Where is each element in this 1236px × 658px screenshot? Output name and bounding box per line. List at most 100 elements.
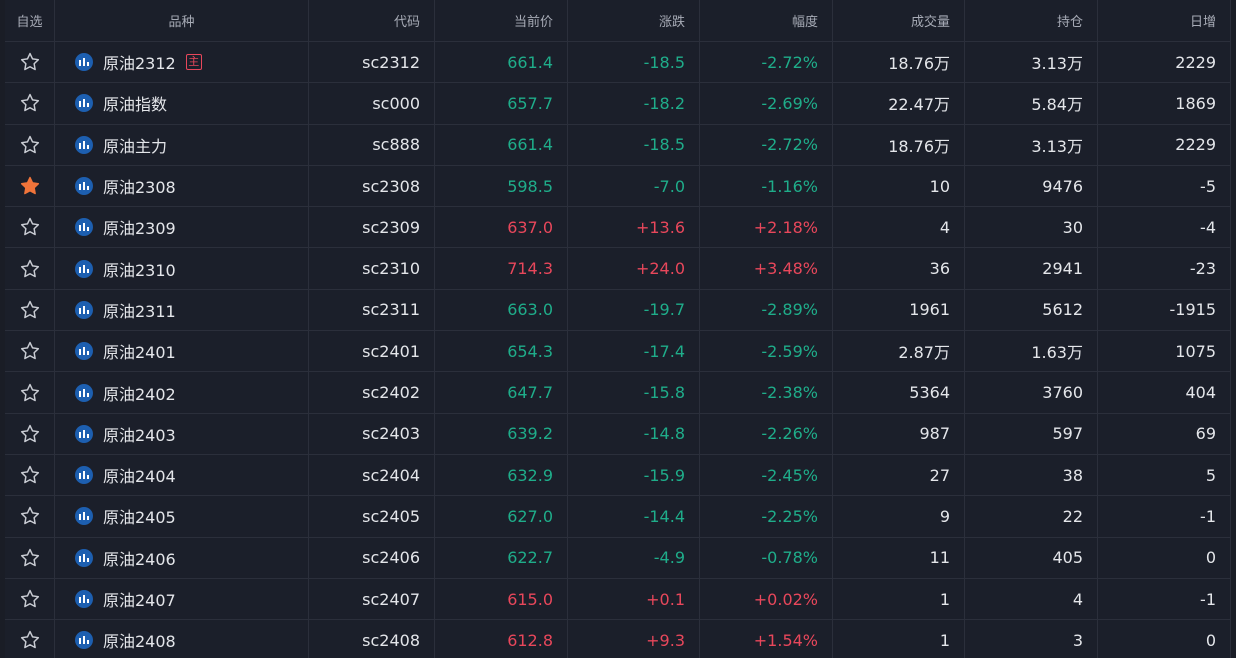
pct-cell: +2.18% bbox=[700, 207, 833, 248]
change-cell: -15.9 bbox=[568, 454, 700, 496]
table-row[interactable]: 原油指数 sc000 657.7 -18.2 -2.69% 22.47万 5.84万 1869 bbox=[5, 83, 1231, 125]
change-cell: +13.6 bbox=[568, 207, 700, 248]
oi-cell: 3760 bbox=[965, 372, 1098, 413]
table-row[interactable]: 原油2404 sc2404 632.9 -15.9 -2.45% 27 38 5 bbox=[5, 454, 1231, 497]
star-icon[interactable] bbox=[5, 496, 55, 537]
product-name: 原油2406 bbox=[103, 549, 176, 569]
star-icon[interactable] bbox=[5, 248, 55, 289]
table-row[interactable]: 原油2312 主 sc2312 661.4 -18.5 -2.72% 18.76万 3.13万… bbox=[5, 42, 1231, 84]
volume-cell: 987 bbox=[833, 413, 965, 454]
bar-chart-icon bbox=[75, 507, 93, 526]
star-icon[interactable] bbox=[5, 42, 55, 83]
product-name: 原油2310 bbox=[103, 260, 176, 280]
product-name: 原油2309 bbox=[103, 219, 176, 239]
quote-table: 自选 品种 代码 当前价 涨跌 幅度 成交量 持仓 日增 原油2312 主 sc23… bbox=[5, 0, 1231, 658]
star-icon[interactable] bbox=[5, 413, 55, 454]
name-cell[interactable]: 原油2404 bbox=[55, 454, 309, 496]
bar-chart-icon bbox=[75, 342, 93, 361]
pct-cell: -1.16% bbox=[700, 165, 833, 207]
change-cell: -17.4 bbox=[568, 331, 700, 372]
daily-cell: -1915 bbox=[1098, 289, 1231, 331]
col-header-daily[interactable]: 日增 bbox=[1098, 0, 1231, 41]
code-cell: sc2405 bbox=[309, 496, 435, 537]
daily-cell: 0 bbox=[1098, 537, 1231, 578]
star-icon[interactable] bbox=[5, 578, 55, 620]
name-cell[interactable]: 原油2403 bbox=[55, 413, 309, 454]
name-cell[interactable]: 原油2401 bbox=[55, 331, 309, 372]
col-header-oi[interactable]: 持仓 bbox=[965, 0, 1098, 41]
name-cell[interactable]: 原油2309 bbox=[55, 207, 309, 248]
code-cell: sc2402 bbox=[309, 372, 435, 413]
code-cell: sc2401 bbox=[309, 331, 435, 372]
table-row[interactable]: 原油2402 sc2402 647.7 -15.8 -2.38% 5364 3760 404 bbox=[5, 372, 1231, 414]
name-cell[interactable]: 原油指数 bbox=[55, 83, 309, 124]
col-header-name[interactable]: 品种 bbox=[55, 0, 309, 41]
change-cell: -18.2 bbox=[568, 83, 700, 124]
col-header-pct[interactable]: 幅度 bbox=[700, 0, 833, 41]
daily-cell: -23 bbox=[1098, 248, 1231, 289]
table-row[interactable]: 原油2407 sc2407 615.0 +0.1 +0.02% 1 4 -1 bbox=[5, 578, 1231, 621]
name-cell[interactable]: 原油主力 bbox=[55, 124, 309, 165]
col-header-price[interactable]: 当前价 bbox=[435, 0, 568, 41]
table-row[interactable]: 原油2310 sc2310 714.3 +24.0 +3.48% 36 2941 -23 bbox=[5, 248, 1231, 290]
change-cell: -7.0 bbox=[568, 165, 700, 207]
oi-cell: 3 bbox=[965, 620, 1098, 658]
name-cell[interactable]: 原油2308 bbox=[55, 165, 309, 207]
table-row[interactable]: 原油2403 sc2403 639.2 -14.8 -2.26% 987 597 69 bbox=[5, 413, 1231, 455]
volume-cell: 5364 bbox=[833, 372, 965, 413]
bar-chart-icon bbox=[75, 94, 93, 113]
star-icon[interactable] bbox=[5, 207, 55, 248]
table-row[interactable]: 原油2401 sc2401 654.3 -17.4 -2.59% 2.87万 1.63万 10… bbox=[5, 331, 1231, 373]
table-row[interactable]: 原油2311 sc2311 663.0 -19.7 -2.89% 1961 5612 -191… bbox=[5, 289, 1231, 332]
star-icon[interactable] bbox=[5, 454, 55, 496]
table-row[interactable]: 原油2408 sc2408 612.8 +9.3 +1.54% 1 3 0 bbox=[5, 620, 1231, 658]
product-name: 原油2311 bbox=[103, 301, 176, 321]
bar-chart-icon bbox=[75, 383, 93, 402]
price-cell: 647.7 bbox=[435, 372, 568, 413]
star-icon[interactable] bbox=[5, 83, 55, 124]
col-header-volume[interactable]: 成交量 bbox=[833, 0, 965, 41]
daily-cell: 2229 bbox=[1098, 42, 1231, 83]
table-row[interactable]: 原油主力 sc888 661.4 -18.5 -2.72% 18.76万 3.13万 2229 bbox=[5, 124, 1231, 166]
table-row[interactable]: 原油2309 sc2309 637.0 +13.6 +2.18% 4 30 -4 bbox=[5, 207, 1231, 249]
col-header-change[interactable]: 涨跌 bbox=[568, 0, 700, 41]
name-cell[interactable]: 原油2407 bbox=[55, 578, 309, 620]
star-icon[interactable] bbox=[5, 620, 55, 658]
oi-cell: 5.84万 bbox=[965, 83, 1098, 124]
name-cell[interactable]: 原油2311 bbox=[55, 289, 309, 331]
table-row[interactable]: 原油2308 sc2308 598.5 -7.0 -1.16% 10 9476 -5 bbox=[5, 165, 1231, 208]
col-header-fav[interactable]: 自选 bbox=[5, 0, 55, 41]
change-cell: -14.4 bbox=[568, 496, 700, 537]
pct-cell: +3.48% bbox=[700, 248, 833, 289]
pct-cell: -2.69% bbox=[700, 83, 833, 124]
product-name: 原油2405 bbox=[103, 508, 176, 528]
table-row[interactable]: 原油2406 sc2406 622.7 -4.9 -0.78% 11 405 0 bbox=[5, 537, 1231, 579]
star-icon[interactable] bbox=[5, 331, 55, 372]
volume-cell: 9 bbox=[833, 496, 965, 537]
oi-cell: 30 bbox=[965, 207, 1098, 248]
oi-cell: 405 bbox=[965, 537, 1098, 578]
volume-cell: 18.76万 bbox=[833, 42, 965, 83]
name-cell[interactable]: 原油2402 bbox=[55, 372, 309, 413]
volume-cell: 4 bbox=[833, 207, 965, 248]
price-cell: 657.7 bbox=[435, 83, 568, 124]
col-header-code[interactable]: 代码 bbox=[309, 0, 435, 41]
table-row[interactable]: 原油2405 sc2405 627.0 -14.4 -2.25% 9 22 -1 bbox=[5, 496, 1231, 538]
star-filled-icon[interactable] bbox=[5, 165, 55, 207]
daily-cell: 69 bbox=[1098, 413, 1231, 454]
name-cell[interactable]: 原油2405 bbox=[55, 496, 309, 537]
star-icon[interactable] bbox=[5, 537, 55, 578]
star-icon[interactable] bbox=[5, 289, 55, 331]
main-contract-badge: 主 bbox=[185, 54, 202, 71]
scroll-edge bbox=[1231, 0, 1236, 658]
oi-cell: 5612 bbox=[965, 289, 1098, 331]
change-cell: +9.3 bbox=[568, 620, 700, 658]
name-cell[interactable]: 原油2408 bbox=[55, 620, 309, 658]
price-cell: 714.3 bbox=[435, 248, 568, 289]
name-cell[interactable]: 原油2406 bbox=[55, 537, 309, 578]
star-icon[interactable] bbox=[5, 124, 55, 165]
name-cell[interactable]: 原油2312 主 bbox=[55, 42, 309, 83]
name-cell[interactable]: 原油2310 bbox=[55, 248, 309, 289]
star-icon[interactable] bbox=[5, 372, 55, 413]
table-header: 自选 品种 代码 当前价 涨跌 幅度 成交量 持仓 日增 bbox=[5, 0, 1231, 42]
